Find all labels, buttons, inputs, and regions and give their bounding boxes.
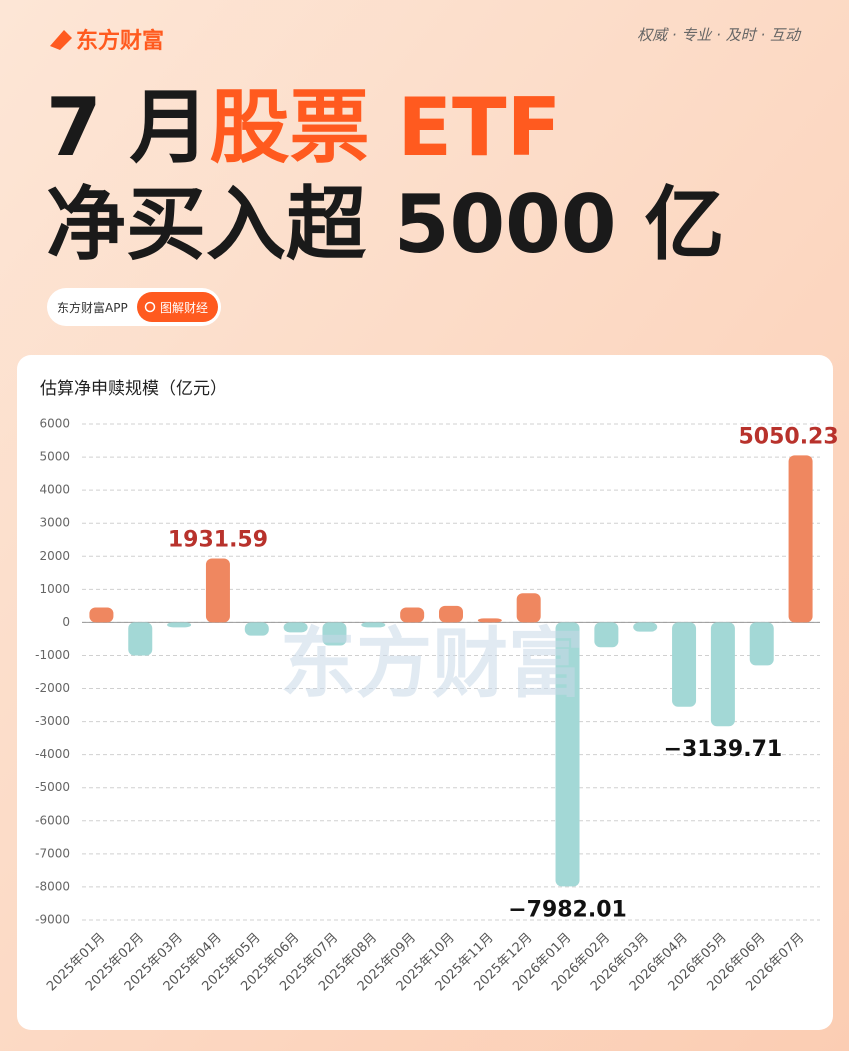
bar — [710, 622, 735, 727]
y-tick-label: -8000 — [35, 879, 70, 893]
bar — [555, 622, 580, 887]
badge-button[interactable] — [137, 292, 218, 322]
y-tick-label: -9000 — [35, 913, 70, 927]
value-label: 5050.23 — [738, 424, 838, 449]
watermark: 东方财富 — [280, 619, 584, 708]
bar — [477, 618, 502, 623]
y-tick-label: 6000 — [39, 417, 70, 431]
bar — [400, 607, 425, 623]
bar — [361, 622, 386, 628]
bar — [244, 622, 269, 636]
y-tick-label: 3000 — [39, 516, 70, 530]
logo: 东方财富 — [76, 28, 164, 54]
title-line2: 净买入超 5000 亿 — [46, 178, 724, 271]
y-tick-label: 1000 — [39, 582, 70, 596]
y-tick-label: -5000 — [35, 780, 70, 794]
bar — [89, 607, 114, 623]
badge-button-text[interactable]: 图解财经 — [160, 301, 208, 315]
chart-card — [17, 355, 833, 1030]
bar — [633, 622, 658, 632]
value-label: 1931.59 — [168, 528, 268, 553]
y-tick-label: -1000 — [35, 648, 70, 662]
y-tick-label: 0 — [62, 615, 70, 629]
value-label: −3139.71 — [664, 737, 783, 762]
logo-icon — [50, 30, 72, 50]
badge-text: 东方财富APP — [57, 300, 128, 315]
bar — [322, 622, 347, 646]
bar — [128, 622, 153, 656]
title-line1: 7 月股票 ETF — [46, 81, 561, 174]
bar — [516, 593, 541, 623]
bar — [788, 455, 813, 623]
bar — [283, 622, 308, 633]
title-part: 股票 ETF — [210, 81, 562, 174]
bar — [594, 622, 619, 648]
y-tick-label: 5000 — [39, 450, 70, 464]
bar — [205, 558, 230, 623]
title-part: 7 月 — [46, 81, 210, 174]
y-tick-label: 4000 — [39, 483, 70, 497]
y-tick-label: -6000 — [35, 813, 70, 827]
bar — [749, 622, 774, 666]
slogan: 权威 · 专业 · 及时 · 互动 — [637, 26, 802, 44]
y-tick-label: 2000 — [39, 549, 70, 563]
bar — [167, 622, 192, 628]
chart-title: 估算净申赎规模（亿元） — [40, 379, 227, 399]
y-tick-label: -4000 — [35, 747, 70, 761]
search-icon — [144, 301, 156, 313]
value-label: −7982.01 — [508, 897, 627, 922]
bar — [439, 605, 463, 623]
bar — [672, 622, 697, 707]
y-tick-label: -7000 — [35, 846, 70, 860]
y-tick-label: -2000 — [35, 681, 70, 695]
y-tick-label: -3000 — [35, 714, 70, 728]
